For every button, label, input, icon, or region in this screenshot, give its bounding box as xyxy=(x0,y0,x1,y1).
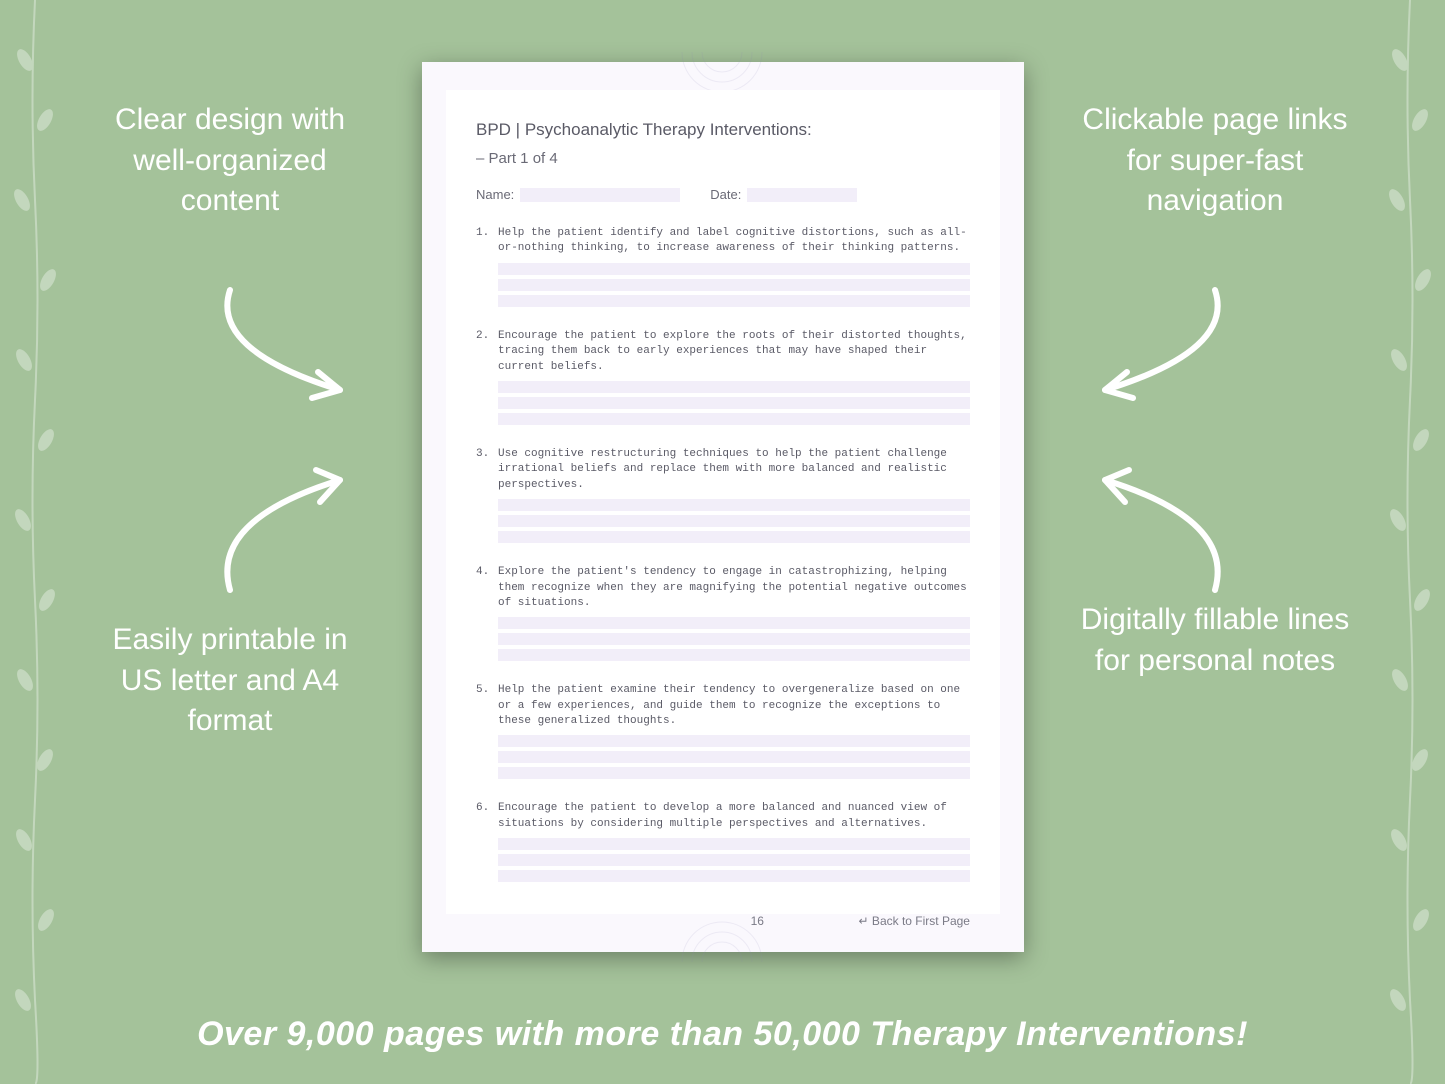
callout-top-left: Clear design with well-organized content xyxy=(90,100,370,222)
document-subtitle: – Part 1 of 4 xyxy=(476,150,970,167)
decorative-vine-right xyxy=(1375,0,1445,1084)
document-title: BPD | Psychoanalytic Therapy Interventio… xyxy=(476,120,970,140)
name-label: Name: xyxy=(476,187,514,202)
callout-top-right: Clickable page links for super-fast navi… xyxy=(1075,100,1355,222)
intervention-item: 6. Encourage the patient to develop a mo… xyxy=(476,801,970,882)
intervention-item: 1. Help the patient identify and label c… xyxy=(476,226,970,307)
arrow-bottom-left xyxy=(200,460,380,600)
fillable-lines[interactable] xyxy=(498,838,970,882)
item-number: 6. xyxy=(476,801,494,832)
item-number: 3. xyxy=(476,447,494,493)
bottom-banner: Over 9,000 pages with more than 50,000 T… xyxy=(0,1015,1445,1054)
intervention-item: 3. Use cognitive restructuring technique… xyxy=(476,447,970,543)
date-label: Date: xyxy=(710,187,741,202)
arrow-bottom-right xyxy=(1065,460,1245,600)
fillable-lines[interactable] xyxy=(498,617,970,661)
item-body: Explore the patient's tendency to engage… xyxy=(498,565,970,611)
arrow-top-right xyxy=(1065,280,1245,410)
callout-bottom-right: Digitally fillable lines for personal no… xyxy=(1075,600,1355,681)
item-number: 4. xyxy=(476,565,494,611)
fillable-lines[interactable] xyxy=(498,381,970,425)
document-page: BPD | Psychoanalytic Therapy Interventio… xyxy=(422,62,1024,952)
fillable-lines[interactable] xyxy=(498,735,970,779)
intervention-item: 2. Encourage the patient to explore the … xyxy=(476,329,970,425)
item-body: Help the patient identify and label cogn… xyxy=(498,226,970,257)
decorative-vine-left xyxy=(0,0,70,1084)
item-body: Encourage the patient to explore the roo… xyxy=(498,329,970,375)
name-input-line[interactable] xyxy=(520,188,680,202)
mandala-decoration-bottom xyxy=(622,912,822,962)
callout-bottom-left: Easily printable in US letter and A4 for… xyxy=(90,620,370,742)
date-input-line[interactable] xyxy=(747,188,857,202)
fillable-lines[interactable] xyxy=(498,263,970,307)
item-body: Encourage the patient to develop a more … xyxy=(498,801,970,832)
item-number: 1. xyxy=(476,226,494,257)
item-body: Use cognitive restructuring techniques t… xyxy=(498,447,970,493)
back-to-first-link[interactable]: ↵ Back to First Page xyxy=(859,914,970,928)
intervention-item: 5. Help the patient examine their tenden… xyxy=(476,683,970,779)
item-number: 5. xyxy=(476,683,494,729)
intervention-item: 4. Explore the patient's tendency to eng… xyxy=(476,565,970,661)
document-inner: BPD | Psychoanalytic Therapy Interventio… xyxy=(446,90,1000,914)
item-body: Help the patient examine their tendency … xyxy=(498,683,970,729)
meta-row: Name: Date: xyxy=(476,187,970,202)
item-number: 2. xyxy=(476,329,494,375)
fillable-lines[interactable] xyxy=(498,499,970,543)
date-field: Date: xyxy=(710,187,857,202)
arrow-top-left xyxy=(200,280,380,410)
name-field: Name: xyxy=(476,187,680,202)
